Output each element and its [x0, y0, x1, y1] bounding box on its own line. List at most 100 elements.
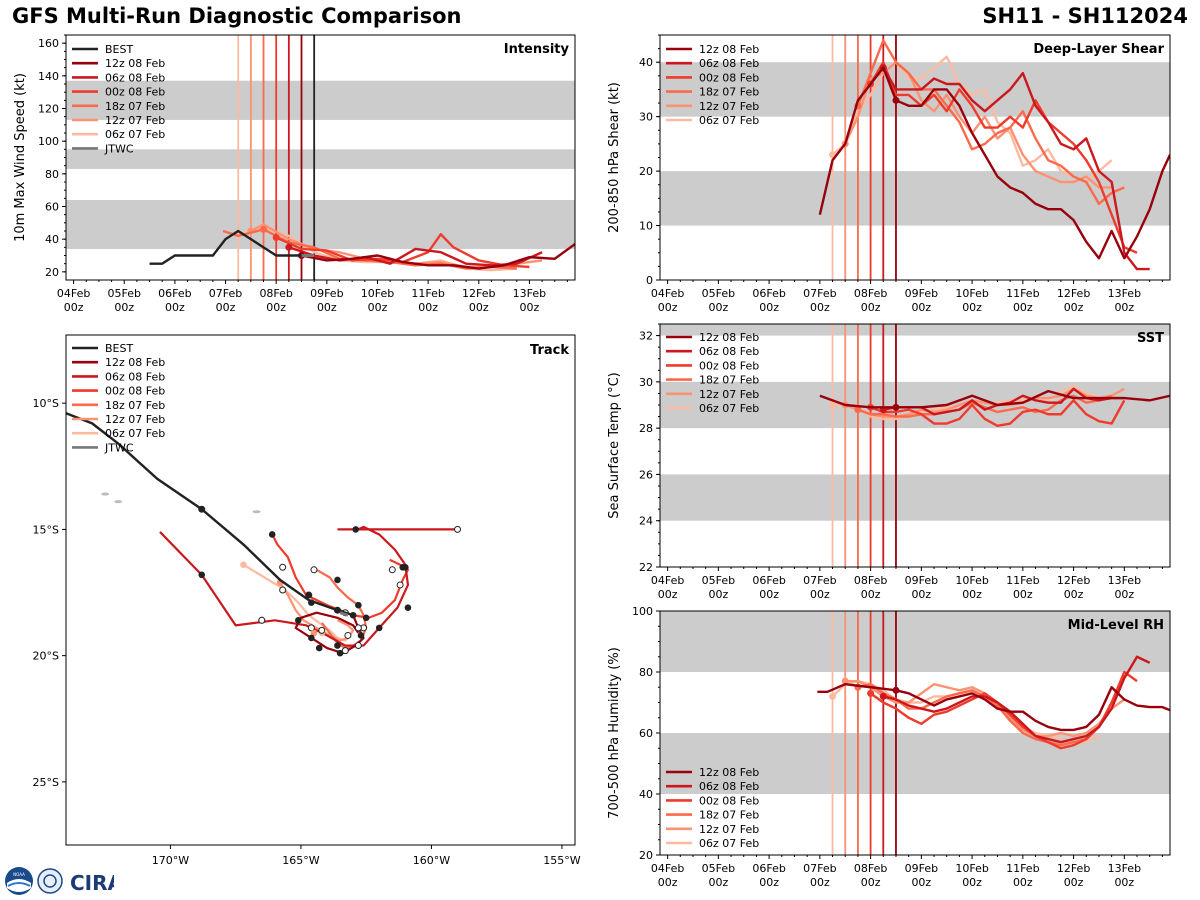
intensity-xtick-label-4: 08Feb — [259, 287, 292, 300]
intensity-ytick-label-1: 40 — [45, 233, 59, 246]
sst-ytick-label-4: 30 — [639, 376, 653, 389]
rh-xtick-sublabel-9: 00z — [1114, 876, 1134, 889]
sst-xtick-sublabel-0: 00z — [658, 588, 678, 601]
intensity-xtick-sublabel-0: 00z — [64, 301, 84, 314]
noaa-logo-text: NOAA — [13, 872, 25, 877]
track-ytick-label-2: 20°S — [33, 650, 59, 663]
intensity-xtick-label-9: 13Feb — [513, 287, 546, 300]
noaa-cira-logo: NOAA CIRA — [5, 867, 114, 895]
shear-xtick-label-6: 10Feb — [955, 287, 988, 300]
rh-band-1 — [660, 611, 1170, 672]
intensity-panel-title: Intensity — [504, 42, 570, 57]
track-ytick-label-3: 25°S — [33, 776, 59, 789]
rh-init-point-2 — [867, 689, 875, 697]
track-open-point-0-2 — [318, 626, 326, 634]
track-open-point-3-0 — [310, 566, 318, 574]
track-open-point-1-0 — [258, 616, 266, 624]
shear-panel-title: Deep-Layer Shear — [1033, 42, 1164, 57]
track-point-0-1 — [357, 632, 365, 639]
intensity-xtick-label-7: 11Feb — [411, 287, 444, 300]
storm-id-title: SH11 - SH112024 — [982, 4, 1188, 28]
rh-init-point-5 — [829, 692, 837, 700]
sst-series-0 — [819, 389, 1170, 409]
intensity-xtick-label-1: 05Feb — [108, 287, 141, 300]
track-point-0-4 — [295, 616, 302, 624]
track-open-point-4-1 — [344, 631, 352, 639]
rh-xtick-sublabel-3: 00z — [810, 876, 830, 889]
rh-xtick-sublabel-2: 00z — [759, 876, 779, 889]
intensity-xtick-sublabel-2: 00z — [165, 301, 185, 314]
intensity-xtick-label-2: 06Feb — [158, 287, 191, 300]
shear-init-point-0 — [892, 96, 900, 104]
sst-legend-label-4: 12z 07 Feb — [699, 388, 759, 401]
intensity-legend-label-1: 12z 08 Feb — [105, 57, 165, 70]
track-point-0-2 — [336, 649, 344, 657]
shear-legend-label-0: 12z 08 Feb — [699, 43, 759, 56]
shear-xtick-label-8: 12Feb — [1057, 287, 1090, 300]
sst-band-1 — [660, 381, 1170, 429]
sst-legend-label-0: 12z 08 Feb — [699, 331, 759, 344]
rh-ytick-label-0: 20 — [639, 849, 653, 862]
intensity-band-0 — [66, 199, 575, 249]
rh-init-point-1 — [879, 692, 887, 700]
shear-xtick-label-9: 13Feb — [1108, 287, 1141, 300]
track-best-line — [66, 412, 354, 617]
track-best-point-2 — [333, 606, 341, 614]
rh-legend-label-3: 18z 07 Feb — [699, 809, 759, 822]
shear-xtick-sublabel-3: 00z — [810, 301, 830, 314]
sst-ytick-label-5: 32 — [639, 330, 653, 343]
rh-plot-area — [660, 611, 1170, 855]
intensity-ytick-label-6: 140 — [38, 70, 59, 83]
track-open-point-5-1 — [307, 624, 315, 632]
shear-xtick-label-5: 09Feb — [905, 287, 938, 300]
rh-xtick-sublabel-0: 00z — [658, 876, 678, 889]
shear-xtick-label-3: 07Feb — [803, 287, 836, 300]
sst-xtick-label-7: 11Feb — [1006, 574, 1039, 587]
track-point-1-3 — [404, 604, 412, 611]
track-open-point-1-1 — [354, 642, 362, 650]
rh-legend-label-1: 06z 08 Feb — [699, 780, 759, 793]
rh-xtick-label-8: 12Feb — [1057, 862, 1090, 875]
track-legend-label-5: 12z 07 Feb — [105, 413, 165, 426]
intensity-xtick-label-8: 12Feb — [462, 287, 495, 300]
track-panel-title: Track — [530, 343, 569, 358]
intensity-band-1 — [66, 149, 575, 169]
island-1 — [114, 500, 123, 504]
track-open-point-0-1 — [341, 647, 349, 655]
intensity-init-point-3 — [260, 225, 268, 233]
track-point-1-5 — [352, 526, 360, 533]
rh-series-2 — [869, 670, 1138, 750]
shear-series-2 — [869, 61, 1138, 254]
track-series-1 — [159, 525, 410, 647]
intensity-band-2 — [66, 80, 575, 120]
rh-legend-label-5: 06z 07 Feb — [699, 837, 759, 850]
track-ytick-label-1: 15°S — [33, 523, 59, 536]
shear-series-4 — [844, 61, 1112, 189]
shear-xtick-label-0: 04Feb — [651, 287, 684, 300]
sst-xtick-label-2: 06Feb — [752, 574, 785, 587]
rh-xtick-sublabel-6: 00z — [962, 876, 982, 889]
sst-xtick-sublabel-1: 00z — [708, 588, 728, 601]
shear-ylabel: 200-850 hPa Shear (kt) — [607, 82, 622, 233]
shear-xtick-sublabel-2: 00z — [759, 301, 779, 314]
sst-init-point-3 — [854, 406, 862, 414]
shear-xtick-sublabel-6: 00z — [962, 301, 982, 314]
shear-xtick-sublabel-4: 00z — [861, 301, 881, 314]
rh-init-point-4 — [841, 677, 849, 685]
track-legend-label-4: 18z 07 Feb — [105, 399, 165, 412]
intensity-xtick-sublabel-8: 00z — [469, 301, 489, 314]
rh-xtick-label-0: 04Feb — [651, 862, 684, 875]
shear-xtick-sublabel-9: 00z — [1114, 301, 1134, 314]
intensity-xtick-label-3: 07Feb — [209, 287, 242, 300]
shear-xtick-label-1: 05Feb — [702, 287, 735, 300]
sst-xtick-label-3: 07Feb — [803, 574, 836, 587]
track-legend-label-6: 06z 07 Feb — [105, 427, 165, 440]
rh-legend-label-4: 12z 07 Feb — [699, 823, 759, 836]
intensity-series-2 — [275, 233, 530, 269]
track-open-point-4-0 — [279, 586, 287, 594]
intensity-legend-label-6: 06z 07 Feb — [105, 128, 165, 141]
rh-xtick-label-7: 11Feb — [1006, 862, 1039, 875]
intensity-ytick-label-0: 20 — [45, 266, 59, 279]
